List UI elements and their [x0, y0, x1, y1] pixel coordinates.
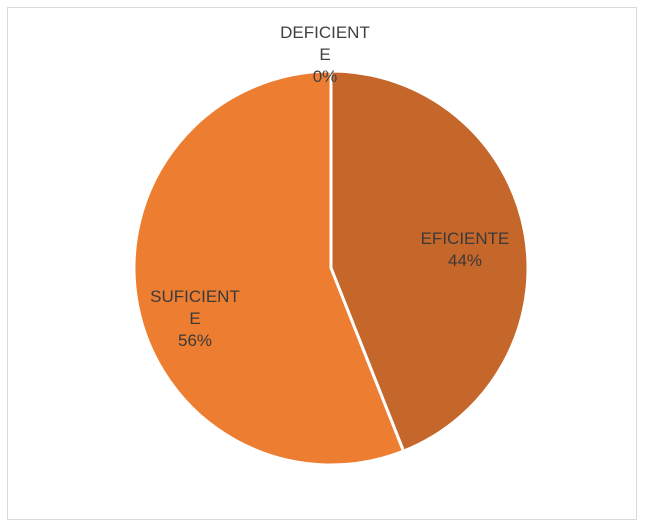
pie-slice-eficiente: [329, 69, 530, 453]
data-label-deficiente: DEFICIENT E 0%: [280, 23, 370, 86]
data-label-eficiente: EFICIENTE 44%: [420, 229, 510, 270]
pie-slice-suficiente: [132, 69, 406, 467]
data-label-suficiente: SUFICIENT E 56%: [150, 287, 240, 350]
